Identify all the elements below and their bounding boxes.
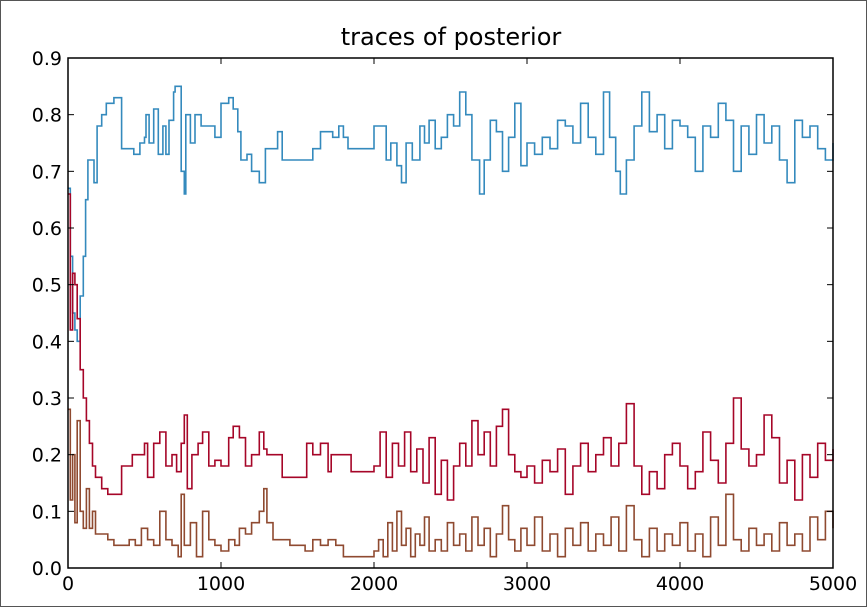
y-tick-label: 0.8 [32,105,62,127]
y-tick-label: 0.0 [32,558,62,580]
y-tick-label: 0.9 [32,48,62,70]
y-tick-label: 0.4 [32,331,62,353]
x-tick-label: 1000 [197,573,245,595]
axes-box [67,57,834,569]
y-tick-label: 0.2 [32,445,62,467]
x-tick-label: 4000 [656,573,704,595]
series-line-1 [68,193,834,501]
x-tick-label: 2000 [350,573,398,595]
series-line-0 [68,85,834,343]
y-tick-label: 0.1 [32,501,62,523]
x-tick-label: 5000 [809,573,857,595]
y-tick-label: 0.6 [32,218,62,240]
series-layer [68,85,834,558]
chart-title: traces of posterior [341,23,562,51]
series-line-2 [68,408,834,558]
tick-layer: 0 1000 2000 3000 4000 5000 0.0 0.1 0.2 0.3 0.4 0.5 0… [32,48,857,595]
y-tick-label: 0.3 [32,388,62,410]
y-tick-label: 0.5 [32,275,62,297]
x-tick-label: 3000 [503,573,551,595]
y-tick-label: 0.7 [32,161,62,183]
x-tick-label: 0 [62,573,74,595]
